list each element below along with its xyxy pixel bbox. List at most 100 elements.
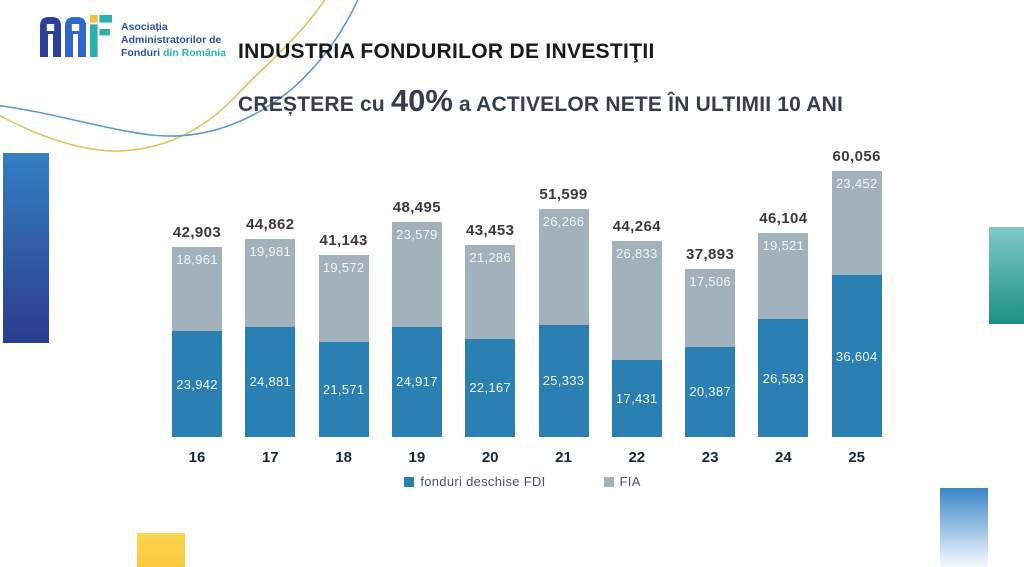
- logo-letter-a2: [65, 17, 86, 57]
- bar-group-21: 51,599 26,266 25,333 21: [538, 117, 589, 466]
- fia-segment: 26,833: [611, 241, 662, 360]
- fia-segment: 19,521: [758, 233, 809, 320]
- fdi-segment: 24,917: [391, 326, 442, 437]
- subtitle-percentage: 40%: [390, 83, 453, 118]
- fia-segment: 18,961: [172, 247, 222, 332]
- total-value-label: 42,903: [172, 224, 222, 242]
- decorative-left-gradient-bar: [3, 153, 49, 343]
- x-axis-label: 18: [335, 449, 352, 466]
- fdi-value-label: 23,942: [176, 376, 218, 392]
- x-axis-label: 20: [481, 449, 499, 466]
- bar-group-17: 44,862 19,981 24,881 17: [245, 117, 296, 466]
- fdi-segment: 24,881: [245, 326, 296, 437]
- logo-org-name: Asociația Administratorilor de Fonduri d…: [121, 15, 226, 59]
- fia-value-label: 21,286: [469, 249, 511, 265]
- fia-segment: 26,266: [538, 208, 589, 325]
- total-value-label: 46,104: [759, 210, 808, 227]
- fdi-value-label: 22,167: [469, 380, 511, 396]
- logo-letter-a1: [40, 17, 61, 57]
- fdi-value-label: 24,881: [249, 374, 292, 390]
- x-axis-label: 23: [701, 449, 719, 466]
- fdi-segment: 36,604: [831, 275, 882, 437]
- total-value-label: 51,599: [539, 185, 588, 203]
- bar-group-23: 37,893 17,506 20,387 23: [685, 117, 736, 466]
- fia-legend-swatch: [603, 476, 614, 487]
- total-value-label: 44,264: [612, 218, 661, 236]
- fdi-value-label: 36,604: [835, 348, 878, 364]
- x-axis-label: 19: [408, 449, 426, 466]
- decorative-bottom-blue-gradient: [940, 488, 988, 567]
- logo-yellow-accent: [90, 15, 98, 23]
- bar-group-25: 60,056 23,452 36,604 25: [831, 117, 882, 466]
- total-value-label: 41,143: [319, 231, 368, 249]
- page-subtitle: CREȘTERE cu 40% a ACTIVELOR NETE ÎN ULTI…: [238, 83, 958, 119]
- aaf-logo: Asociația Administratorilor de Fonduri d…: [40, 15, 226, 61]
- total-value-label: 48,495: [392, 199, 442, 217]
- header: INDUSTRIA FONDURILOR DE INVESTIŢII CREȘT…: [238, 40, 958, 119]
- fia-value-label: 19,521: [762, 238, 805, 254]
- x-axis-label: 22: [628, 449, 646, 466]
- logo-letter-f: [90, 15, 112, 57]
- fdi-value-label: 20,387: [689, 384, 731, 400]
- fdi-value-label: 17,431: [616, 390, 658, 406]
- bar-group-19: 48,495 23,579 24,917 19: [391, 117, 442, 466]
- fdi-segment: 20,387: [685, 346, 736, 437]
- decorative-right-teal-bar: [989, 227, 1024, 324]
- fia-segment: 19,981: [245, 238, 296, 327]
- legend-item-fia: FIA: [603, 474, 641, 489]
- fia-value-label: 26,266: [542, 213, 585, 229]
- x-axis-label: 25: [848, 449, 866, 466]
- fia-value-label: 19,981: [249, 243, 292, 259]
- fia-segment: 21,286: [465, 244, 516, 339]
- fdi-legend-label: fonduri deschise FDI: [420, 474, 546, 489]
- fia-value-label: 26,833: [616, 246, 658, 262]
- fdi-segment: 26,583: [758, 319, 809, 437]
- decorative-yellow-square: [137, 533, 185, 567]
- subtitle-suffix: a ACTIVELOR NETE ÎN ULTIMII 10 ANI: [452, 93, 844, 116]
- fdi-segment: 23,942: [172, 331, 222, 437]
- total-value-label: 44,862: [246, 215, 295, 233]
- total-value-label: 37,893: [685, 246, 735, 264]
- fdi-segment: 25,333: [538, 324, 589, 437]
- fia-segment: 23,452: [831, 171, 882, 276]
- fia-value-label: 23,579: [396, 227, 438, 243]
- x-axis-label: 21: [555, 449, 572, 466]
- x-axis-label: 16: [188, 449, 206, 466]
- bar-group-22: 44,264 26,833 17,431 22: [611, 117, 662, 466]
- logo-org-line2: Administratorilor de: [121, 33, 222, 46]
- aaf-logo-icon: [40, 15, 112, 57]
- fia-segment: 17,506: [685, 269, 736, 347]
- fdi-value-label: 26,583: [762, 370, 805, 386]
- fia-value-label: 19,572: [322, 259, 365, 275]
- logo-org-line3-teal: din România: [163, 46, 227, 59]
- x-axis-label: 24: [775, 449, 792, 466]
- fdi-value-label: 24,917: [396, 374, 438, 390]
- fia-segment: 23,579: [391, 222, 442, 327]
- fdi-segment: 22,167: [465, 338, 516, 437]
- fia-value-label: 23,452: [835, 176, 878, 192]
- x-axis-label: 17: [261, 449, 279, 466]
- legend-item-fdi: fonduri deschise FDI: [404, 474, 545, 489]
- page-title: INDUSTRIA FONDURILOR DE INVESTIŢII: [238, 40, 655, 63]
- bar-group-16: 42,903 18,961 23,942 16: [172, 117, 222, 466]
- fdi-value-label: 21,571: [322, 381, 365, 397]
- fdi-segment: 21,571: [318, 341, 369, 437]
- logo-org-line3-blue: Fonduri: [121, 46, 163, 59]
- chart-legend: fonduri deschise FDI FIA: [165, 474, 880, 489]
- subtitle-prefix: CREȘTERE cu: [238, 93, 391, 116]
- bar-group-24: 46,104 19,521 26,583 24: [758, 117, 809, 466]
- bar-group-18: 41,143 19,572 21,571 18: [318, 117, 369, 466]
- bar-group-20: 43,453 21,286 22,167 20: [465, 117, 516, 466]
- fdi-segment: 17,431: [611, 359, 662, 437]
- fia-value-label: 18,961: [176, 252, 218, 268]
- total-value-label: 43,453: [466, 221, 515, 239]
- logo-org-line3: Fonduri din România: [121, 47, 226, 60]
- fdi-legend-swatch: [404, 476, 415, 487]
- fia-segment: 19,572: [318, 254, 369, 342]
- fdi-value-label: 25,333: [542, 373, 585, 389]
- total-value-label: 60,056: [832, 148, 881, 166]
- logo-org-line1: Asociația: [121, 21, 168, 33]
- fia-value-label: 17,506: [689, 274, 731, 290]
